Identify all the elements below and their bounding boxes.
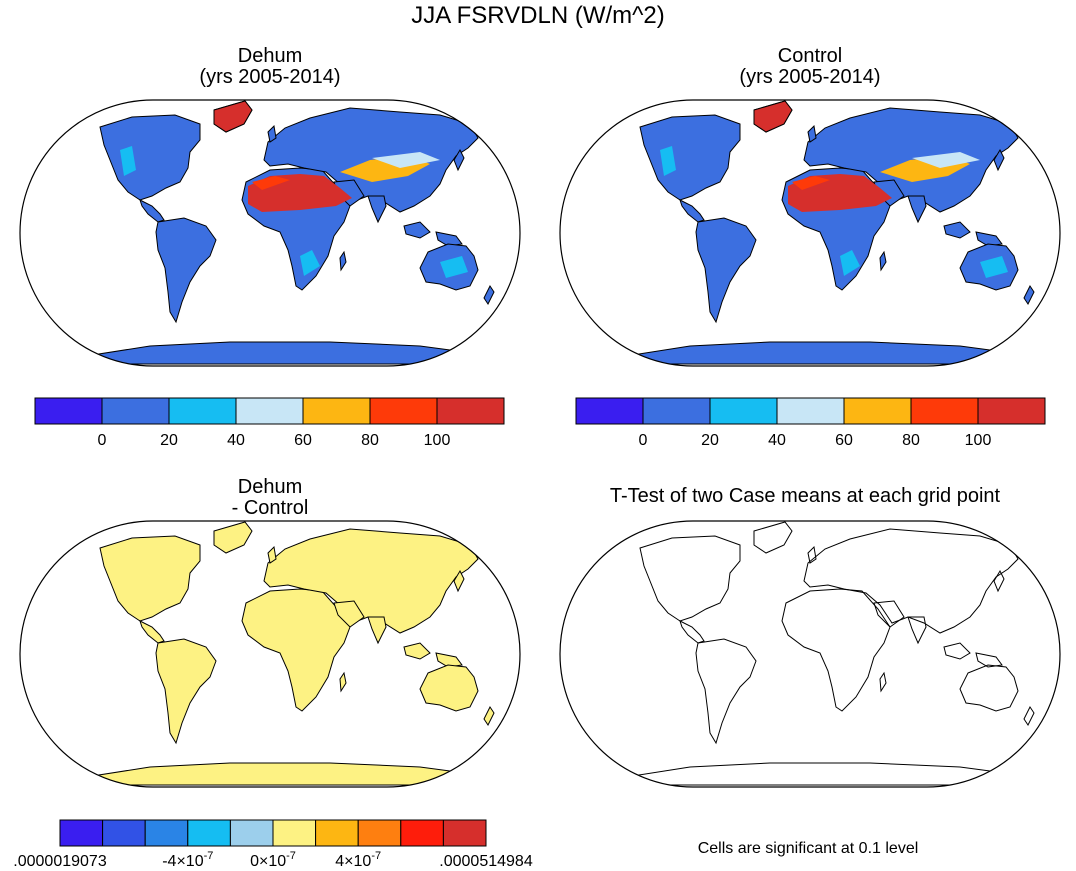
panel-title-line1: Dehum bbox=[237, 476, 303, 498]
colorbar-swatch bbox=[168, 397, 237, 425]
africa-south-light bbox=[300, 250, 320, 276]
map-panel-control bbox=[559, 99, 1061, 367]
greenland-high bbox=[213, 100, 253, 133]
colorbar-swatch bbox=[102, 819, 146, 847]
colorbar-swatch bbox=[34, 397, 103, 425]
colorbar-swatch bbox=[442, 819, 487, 847]
colorbar-swatch bbox=[575, 397, 644, 425]
colorbar-dehum: 0 20 40 60 80 100 bbox=[34, 397, 505, 449]
colorbar-tick-label: 100 bbox=[424, 432, 451, 449]
colorbar-swatch bbox=[400, 819, 444, 847]
panel-title-line2: (yrs 2005-2014) bbox=[199, 66, 341, 88]
panel-title-dehum: Dehum (yrs 2005-2014) bbox=[130, 46, 410, 88]
colorbar-swatch bbox=[229, 819, 274, 847]
colorbar-tick-label: 0×10-7 bbox=[250, 850, 296, 870]
colorbar-tick-label: .0000514984 bbox=[439, 853, 533, 870]
significance-footnote: Cells are significant at 0.1 level bbox=[698, 840, 919, 857]
colorbar-tick-label: 0 bbox=[639, 432, 648, 449]
panel-title-difference: Dehum - Control bbox=[130, 477, 410, 519]
panel-title-control: Control (yrs 2005-2014) bbox=[670, 46, 950, 88]
colorbar-swatch bbox=[776, 397, 845, 425]
colorbar-tick-label: 60 bbox=[835, 432, 853, 449]
colorbar-swatch bbox=[977, 397, 1046, 425]
colorbar-swatch bbox=[436, 397, 505, 425]
colorbar-tick-label: 80 bbox=[361, 432, 379, 449]
colorbar-swatch bbox=[272, 819, 317, 847]
na-west-light bbox=[660, 146, 676, 176]
colorbar-swatch bbox=[101, 397, 170, 425]
map-panel-dehum bbox=[19, 99, 521, 367]
na-west-light bbox=[120, 146, 136, 176]
colorbar-swatch bbox=[59, 819, 104, 847]
colorbar-tick-label: 40 bbox=[227, 432, 245, 449]
land-field bbox=[85, 521, 495, 786]
colorbar-tick-label: 0 bbox=[98, 432, 107, 449]
colorbar-tick-label: 20 bbox=[701, 432, 719, 449]
colorbar-swatch bbox=[235, 397, 304, 425]
colorbar-swatch bbox=[369, 397, 438, 425]
colorbar-swatch bbox=[642, 397, 711, 425]
colorbar-tick-label: 40 bbox=[768, 432, 786, 449]
colorbar-difference: .0000019073 -4×10-7 0×10-7 4×10-7 .000051498… bbox=[13, 819, 533, 870]
panel-title-line2: - Control bbox=[231, 497, 309, 519]
australia-light bbox=[980, 256, 1008, 278]
land-field bbox=[625, 100, 1035, 365]
greenland-high bbox=[753, 100, 793, 133]
colorbar-swatch bbox=[910, 397, 979, 425]
land-field bbox=[85, 100, 495, 365]
asia-light-values bbox=[912, 152, 980, 168]
colorbar-tick-label: 20 bbox=[160, 432, 178, 449]
colorbar-swatch bbox=[357, 819, 402, 847]
australia-light bbox=[440, 256, 468, 278]
panel-title-line1: Control bbox=[777, 45, 843, 67]
africa-south-light bbox=[840, 250, 860, 276]
figure-title: JJA FSRVDLN (W/m^2) bbox=[411, 2, 665, 29]
colorbar-swatch bbox=[144, 819, 189, 847]
panel-title-line1: Dehum bbox=[237, 45, 303, 67]
colorbar-tick-label: 80 bbox=[902, 432, 920, 449]
panel-title-line2: (yrs 2005-2014) bbox=[739, 66, 881, 88]
colorbar-tick-label: 4×10-7 bbox=[335, 850, 381, 870]
panel-title-ttest: T-Test of two Case means at each grid po… bbox=[609, 485, 1001, 507]
colorbar-swatch bbox=[315, 819, 359, 847]
colorbar-tick-label: 100 bbox=[965, 432, 992, 449]
sahara-orange bbox=[252, 176, 290, 190]
sahara-orange bbox=[792, 176, 830, 190]
coastline bbox=[625, 521, 1035, 786]
map-frame bbox=[19, 99, 521, 367]
colorbar-tick-label: .0000019073 bbox=[13, 853, 107, 870]
colorbar-tick-label: -4×10-7 bbox=[162, 850, 213, 870]
map-frame bbox=[559, 99, 1061, 367]
asia-light-values bbox=[372, 152, 440, 168]
colorbar-control: 0 20 40 60 80 100 bbox=[575, 397, 1046, 449]
map-panel-difference bbox=[19, 520, 521, 788]
map-panel-ttest bbox=[559, 520, 1061, 788]
colorbar-swatch bbox=[302, 397, 371, 425]
colorbar-swatch bbox=[709, 397, 778, 425]
map-frame bbox=[19, 520, 521, 788]
map-frame bbox=[559, 520, 1061, 788]
colorbar-tick-label: 60 bbox=[294, 432, 312, 449]
colorbar-swatch bbox=[843, 397, 912, 425]
colorbar-swatch bbox=[187, 819, 231, 847]
